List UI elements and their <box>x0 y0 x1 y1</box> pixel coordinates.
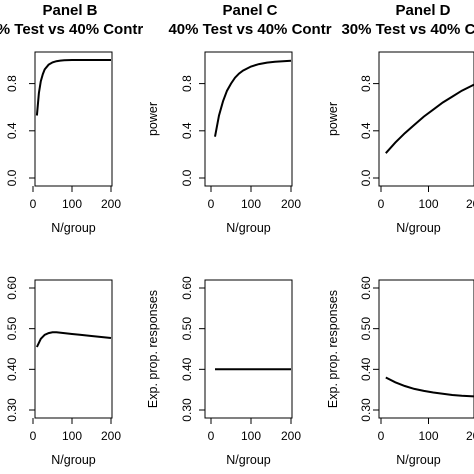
panel-6-xtick-label: 200 <box>466 429 474 443</box>
panel-1-ytick-label: 0.0 <box>5 169 19 186</box>
panel-5-frame <box>204 279 293 419</box>
panel-6-xtick-label: 100 <box>418 429 438 443</box>
panel-4-xtick-label: 100 <box>62 429 82 443</box>
panel-6-xtick-label: 0 <box>378 429 385 443</box>
panel-2-ytick-label: 0.4 <box>180 122 194 139</box>
panel-1-ytick-label: 0.4 <box>5 122 19 139</box>
panel-3-xtick-label: 200 <box>466 197 474 211</box>
panel-6-xlabel: N/group <box>396 453 441 467</box>
panel-4-ytick-label: 0.50 <box>5 317 19 341</box>
panel-4-frame <box>34 279 113 419</box>
panel-3-xlabel: N/group <box>396 221 441 235</box>
panel-4-xtick-label: 0 <box>30 429 37 443</box>
panel-2-ytick-label: 0.0 <box>180 169 194 186</box>
panel-5-xtick-label: 0 <box>208 429 215 443</box>
panel-1-xlabel: N/group <box>51 221 96 235</box>
panel-5-ytick-label: 0.30 <box>180 398 194 422</box>
panel-6-ytick-label: 0.60 <box>359 276 373 300</box>
panel-6-ylabel: Exp. prop. responses <box>326 290 340 408</box>
panel-3-subtitle: 30% Test vs 40% Contr <box>341 21 474 38</box>
panel-4-ytick-label: 0.60 <box>5 276 19 300</box>
panel-2-xlabel: N/group <box>226 221 271 235</box>
panel-4-xlabel: N/group <box>51 453 96 467</box>
panel-5-xtick-label: 200 <box>281 429 301 443</box>
panel-2-xtick-label: 0 <box>208 197 215 211</box>
panel-1-ytick-label: 0.8 <box>5 75 19 92</box>
panel-3-ytick-label: 0.0 <box>359 169 373 186</box>
panel-3-xtick-label: 0 <box>378 197 385 211</box>
panel-2-xtick-label: 100 <box>241 197 261 211</box>
panel-2-ytick-label: 0.8 <box>180 75 194 92</box>
panel-4-series-line <box>35 331 112 348</box>
panel-5-ytick-label: 0.50 <box>180 317 194 341</box>
panel-3-series-line <box>385 83 474 154</box>
panel-1-title: Panel B <box>42 2 97 19</box>
panel-1-xtick-label: 200 <box>101 197 121 211</box>
panel-2-series-line <box>214 59 292 137</box>
panel-3-xtick-label: 100 <box>418 197 438 211</box>
panel-6-frame <box>378 279 474 419</box>
panel-1-subtitle: % Test vs 40% Contr <box>0 21 143 38</box>
panel-4-ytick-label: 0.30 <box>5 398 19 422</box>
panel-3-ytick-label: 0.8 <box>359 75 373 92</box>
panel-5-ylabel: Exp. prop. responses <box>146 290 160 408</box>
panel-3-title: Panel D <box>395 2 450 19</box>
panel-2-title: Panel C <box>222 2 277 19</box>
panel-5-xtick-label: 100 <box>241 429 261 443</box>
panel-2-ylabel: power <box>146 102 160 136</box>
panel-6-ytick-label: 0.40 <box>359 357 373 381</box>
panel-3-ylabel: power <box>326 102 340 136</box>
panel-1-frame <box>34 51 113 187</box>
panel-4-xtick-label: 200 <box>101 429 121 443</box>
panel-2-frame <box>204 51 293 187</box>
panel-1-xtick-label: 100 <box>62 197 82 211</box>
panel-4-ytick-label: 0.40 <box>5 357 19 381</box>
panel-6-ytick-label: 0.50 <box>359 317 373 341</box>
panel-6-series-line <box>385 376 474 398</box>
panel-2-xtick-label: 200 <box>281 197 301 211</box>
panel-1-xtick-label: 0 <box>30 197 37 211</box>
panel-5-xlabel: N/group <box>226 453 271 467</box>
panel-5-ytick-label: 0.40 <box>180 357 194 381</box>
panel-1-series-line <box>35 59 111 116</box>
panel-2-subtitle: 40% Test vs 40% Contr <box>168 21 331 38</box>
panel-6-ytick-label: 0.30 <box>359 398 373 422</box>
panel-5-ytick-label: 0.60 <box>180 276 194 300</box>
panel-3-frame <box>378 51 474 187</box>
panel-3-ytick-label: 0.4 <box>359 122 373 139</box>
